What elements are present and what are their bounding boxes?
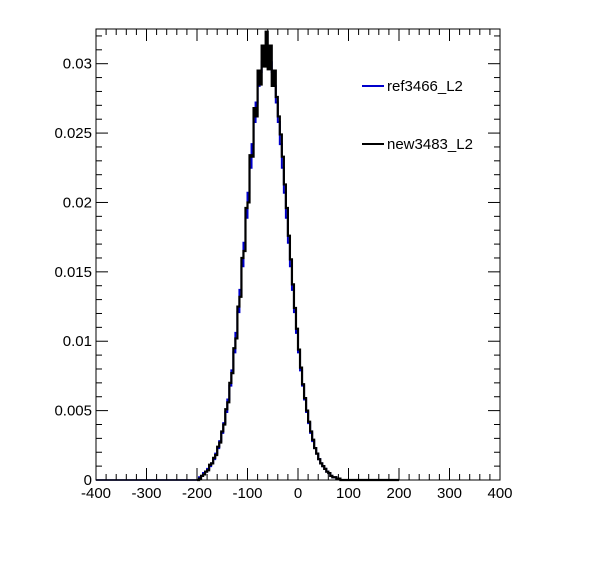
y-tick-label: 0.005 [54,403,92,420]
x-tick-label: 300 [437,485,462,502]
y-tick-label: 0.025 [54,125,92,142]
x-tick-label: 400 [487,485,512,502]
legend: ref3466_L2 new3483_L2 [362,78,473,153]
x-tick-label: -200 [182,485,212,502]
x-tick-label: -300 [131,485,161,502]
y-tick-label: 0.01 [63,333,92,350]
x-tick-label: 100 [336,485,361,502]
y-axis-ticks [96,35,500,481]
y-tick-label: 0 [84,472,92,489]
y-axis-tick-labels: 0 0.005 0.01 0.015 0.02 0.025 0.03 [54,56,92,489]
y-tick-label: 0.015 [54,264,92,281]
y-tick-label: 0.03 [63,56,92,73]
legend-label-ref3466_L2: ref3466_L2 [387,78,463,95]
x-axis-ticks [95,29,501,480]
legend-label-new3483_L2: new3483_L2 [387,136,473,153]
x-tick-label: -100 [232,485,262,502]
x-tick-label: -400 [81,485,111,502]
x-tick-label: 200 [386,485,411,502]
x-tick-label: 0 [294,485,302,502]
x-axis-tick-labels: -400 -300 -200 -100 0 100 200 300 400 [81,485,513,502]
y-tick-label: 0.02 [63,194,92,211]
